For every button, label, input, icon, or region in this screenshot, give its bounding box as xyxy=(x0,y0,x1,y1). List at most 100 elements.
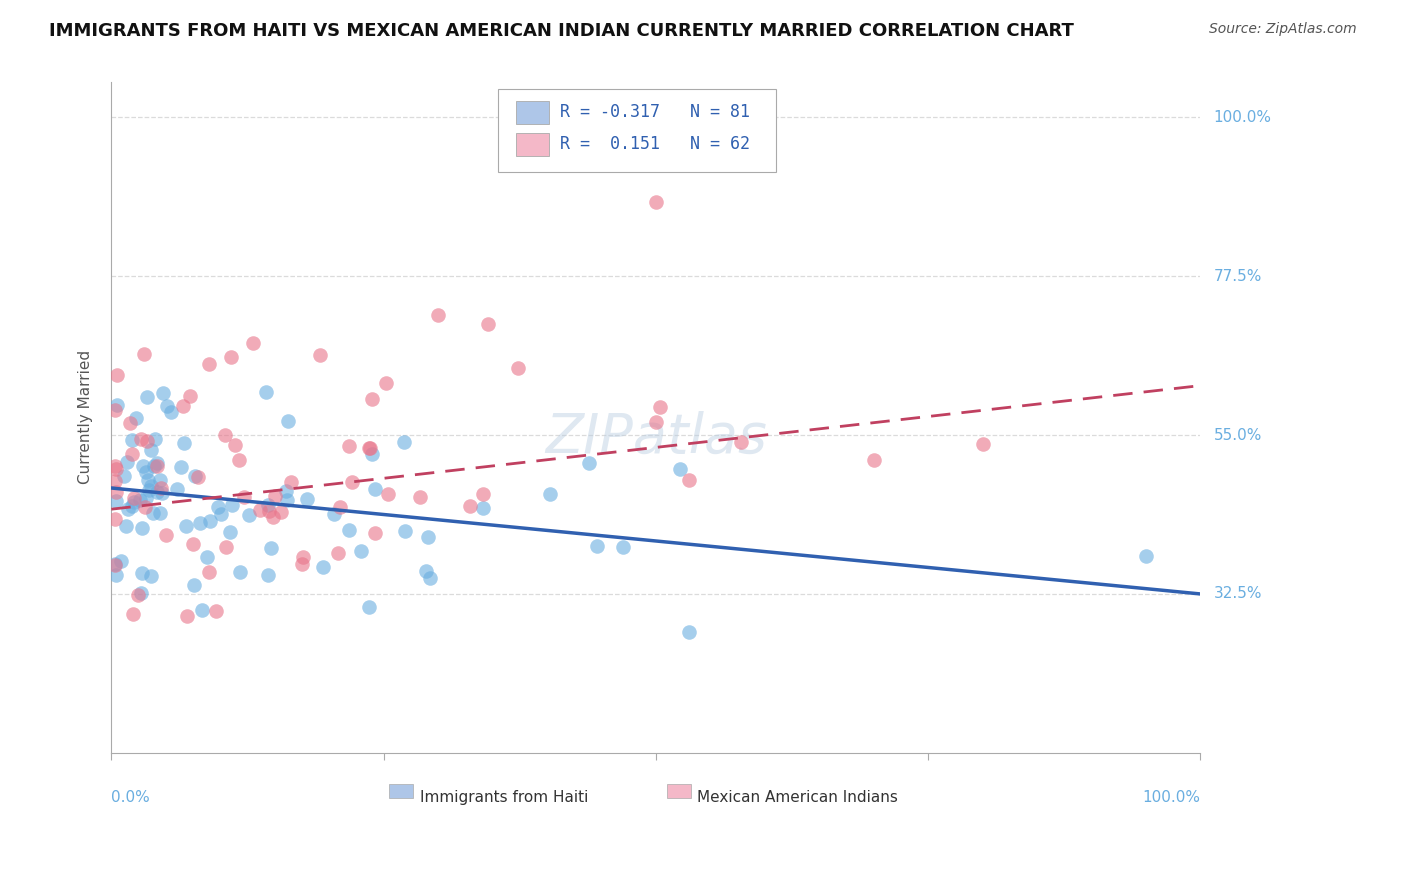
Point xyxy=(104,512,127,526)
Point xyxy=(122,607,145,621)
Point xyxy=(297,492,319,507)
Point xyxy=(312,560,335,574)
Point xyxy=(152,385,174,400)
Point xyxy=(229,565,252,579)
Point xyxy=(135,466,157,480)
Point xyxy=(187,470,209,484)
Point xyxy=(129,432,152,446)
Point xyxy=(337,439,360,453)
Point xyxy=(209,507,232,521)
Point xyxy=(127,588,149,602)
Point xyxy=(145,456,167,470)
Point xyxy=(221,498,243,512)
Point xyxy=(394,524,416,539)
Point xyxy=(232,491,254,505)
Point xyxy=(156,399,179,413)
Point xyxy=(179,389,201,403)
Point xyxy=(644,194,666,209)
Point xyxy=(254,384,277,399)
Point xyxy=(150,485,173,500)
Point xyxy=(173,436,195,450)
Point xyxy=(198,565,221,579)
Point xyxy=(350,544,373,558)
Point xyxy=(121,433,143,447)
Point xyxy=(104,403,127,417)
Point xyxy=(360,392,382,407)
FancyBboxPatch shape xyxy=(498,88,776,172)
Point xyxy=(215,540,238,554)
Point xyxy=(374,376,396,390)
Point xyxy=(291,558,314,572)
Point xyxy=(329,500,352,514)
FancyBboxPatch shape xyxy=(516,133,550,156)
Point xyxy=(181,537,204,551)
Point xyxy=(134,500,156,515)
Point xyxy=(392,435,415,450)
Point xyxy=(149,506,172,520)
Point xyxy=(149,473,172,487)
Point xyxy=(418,530,440,544)
Point xyxy=(364,526,387,541)
Point xyxy=(359,441,381,455)
Point xyxy=(145,432,167,446)
Text: Immigrants from Haiti: Immigrants from Haiti xyxy=(419,789,588,805)
Point xyxy=(191,603,214,617)
Point xyxy=(105,484,128,499)
Point xyxy=(188,516,211,530)
Text: 55.0%: 55.0% xyxy=(1213,427,1261,442)
Point xyxy=(419,571,441,585)
Point xyxy=(104,474,127,488)
Point xyxy=(131,566,153,580)
FancyBboxPatch shape xyxy=(666,784,690,798)
Point xyxy=(678,625,700,640)
Point xyxy=(377,487,399,501)
Point xyxy=(207,500,229,514)
Text: 0.0%: 0.0% xyxy=(111,789,150,805)
Text: 100.0%: 100.0% xyxy=(1213,110,1271,125)
Point xyxy=(328,546,350,560)
Point xyxy=(471,500,494,515)
Point xyxy=(508,360,530,375)
Point xyxy=(340,475,363,489)
Point xyxy=(135,434,157,448)
Point xyxy=(257,499,280,513)
Point xyxy=(460,499,482,513)
Point xyxy=(183,578,205,592)
Point xyxy=(105,368,128,382)
Text: R = -0.317   N = 81: R = -0.317 N = 81 xyxy=(560,103,749,121)
Point xyxy=(972,437,994,451)
Point xyxy=(612,541,634,555)
Point xyxy=(257,568,280,582)
Point xyxy=(139,479,162,493)
Point xyxy=(131,521,153,535)
Point xyxy=(364,482,387,496)
Point xyxy=(122,495,145,509)
Point xyxy=(136,390,159,404)
Text: 32.5%: 32.5% xyxy=(1213,586,1263,601)
Point xyxy=(276,492,298,507)
Point xyxy=(166,483,188,497)
Point xyxy=(1135,549,1157,564)
Point xyxy=(323,508,346,522)
Point xyxy=(276,414,298,428)
Point xyxy=(139,443,162,458)
Point xyxy=(121,500,143,514)
Text: Source: ZipAtlas.com: Source: ZipAtlas.com xyxy=(1209,22,1357,37)
Point xyxy=(200,514,222,528)
Point xyxy=(125,411,148,425)
Point xyxy=(644,415,666,429)
Point xyxy=(105,398,128,412)
Point xyxy=(170,459,193,474)
Point xyxy=(104,458,127,473)
Point xyxy=(141,569,163,583)
Point xyxy=(538,487,561,501)
Point xyxy=(205,604,228,618)
Point xyxy=(115,455,138,469)
Point xyxy=(219,351,242,365)
Point xyxy=(337,523,360,537)
Point xyxy=(730,434,752,449)
Point xyxy=(270,505,292,519)
Point xyxy=(415,564,437,578)
Point xyxy=(120,416,142,430)
Point xyxy=(214,428,236,442)
